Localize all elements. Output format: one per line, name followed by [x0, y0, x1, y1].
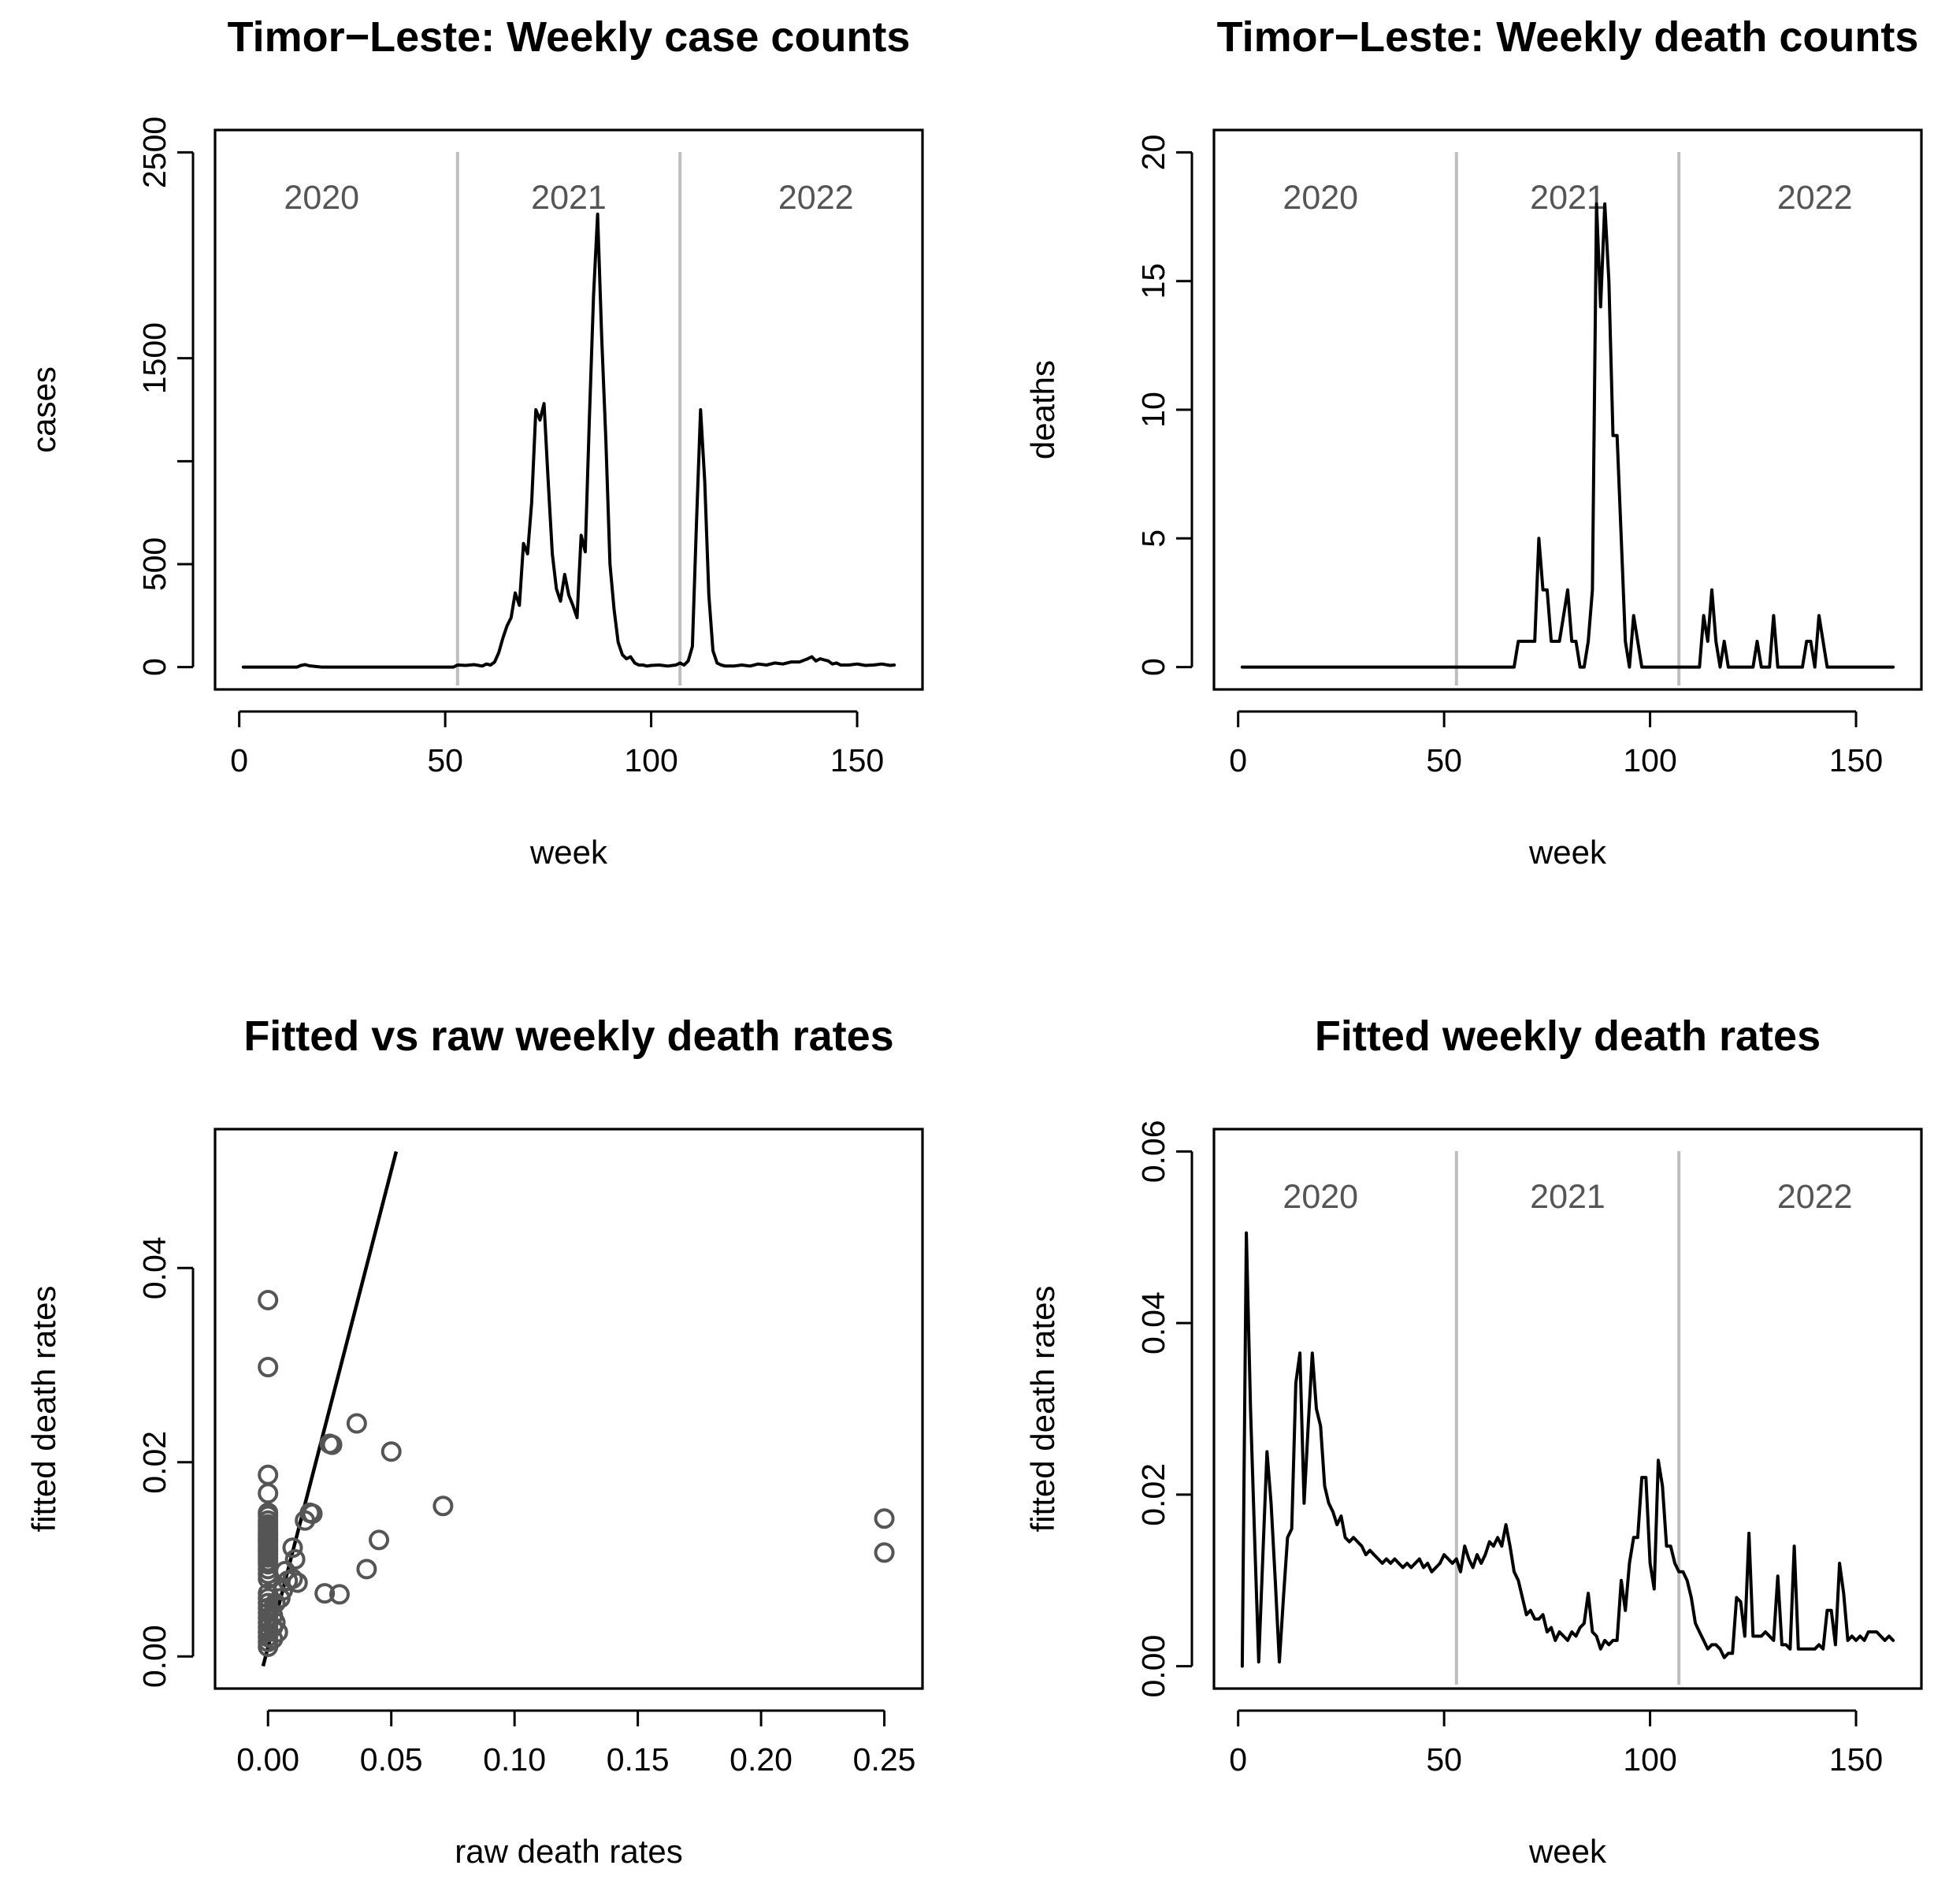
x-tick-label: 150 [1829, 1741, 1883, 1778]
x-tick-label: 100 [1623, 742, 1676, 778]
chart-title: Fitted weekly death rates [1315, 1013, 1821, 1060]
x-axis-label: week [1528, 834, 1607, 871]
y-tick-label: 0.02 [1135, 1463, 1171, 1526]
series-line [241, 212, 896, 669]
scatter-point [380, 1441, 402, 1462]
x-tick-label: 150 [1829, 742, 1883, 778]
y-tick-label: 0.06 [1135, 1120, 1171, 1183]
x-tick-label: 50 [1426, 1741, 1462, 1778]
scatter-point [258, 1357, 279, 1378]
y-axis-label: cases [25, 366, 62, 453]
plot-frame [1212, 1128, 1923, 1690]
year-label: 2021 [1530, 1178, 1605, 1216]
x-tick-label: 150 [830, 742, 884, 778]
y-tick-label: 0.00 [136, 1625, 173, 1688]
scatter-point [874, 1508, 895, 1529]
x-tick-label: 0.10 [483, 1741, 546, 1778]
x-tick-label: 100 [1623, 1741, 1676, 1778]
y-tick-label: 10 [1135, 392, 1171, 428]
year-label: 2020 [1283, 1178, 1358, 1216]
scatter-point [267, 1622, 288, 1643]
scatter-point [258, 1289, 279, 1310]
x-tick-label: 0.00 [236, 1741, 299, 1778]
y-tick-label: 15 [1135, 263, 1171, 299]
panel-deaths: Timor−Leste: Weekly death counts 2020 2021… [1024, 13, 1923, 871]
year-label: 2020 [284, 179, 359, 217]
scatter-point [282, 1568, 303, 1589]
y-axis-label: deaths [1024, 360, 1061, 459]
x-tick-label: 0.05 [360, 1741, 423, 1778]
y-tick-label: 0.02 [136, 1431, 173, 1494]
y-tick-label: 5 [1135, 529, 1171, 548]
scatter-point [258, 1483, 279, 1504]
scatter-point [432, 1496, 454, 1517]
x-axis-label: raw death rates [455, 1833, 683, 1870]
y-axis-label: fitted death rates [1024, 1286, 1061, 1533]
plot-frame [1212, 128, 1923, 691]
scatter-point [329, 1584, 350, 1605]
x-tick-label: 0.15 [607, 1741, 670, 1778]
x-tick-label: 50 [1426, 742, 1462, 778]
year-label: 2022 [1777, 1178, 1853, 1216]
x-tick-label: 100 [624, 742, 677, 778]
year-label: 2021 [1530, 179, 1605, 217]
chart-title: Timor−Leste: Weekly case counts [228, 13, 911, 61]
plot-frame [213, 1128, 924, 1690]
year-label: 2022 [1777, 179, 1853, 217]
x-axis-label: week [529, 834, 608, 871]
scatter-point [282, 1537, 303, 1559]
y-axis-label: fitted death rates [25, 1286, 62, 1533]
series-line [1240, 1231, 1895, 1668]
x-tick-label: 0.25 [853, 1741, 916, 1778]
scatter-point [302, 1503, 323, 1525]
scatter-point [287, 1572, 308, 1593]
x-tick-label: 0.20 [729, 1741, 793, 1778]
y-tick-label: 0.00 [1135, 1635, 1171, 1698]
scatter-point [874, 1542, 895, 1563]
scatter-point [346, 1413, 367, 1434]
x-tick-label: 0 [1229, 742, 1247, 778]
chart-title: Fitted vs raw weekly death rates [243, 1013, 893, 1060]
y-tick-label: 0 [136, 658, 173, 676]
panel-scatter: Fitted vs raw weekly death rates 0.00 0.05… [25, 1013, 924, 1870]
y-tick-label: 500 [136, 537, 173, 591]
scatter-point [356, 1559, 377, 1580]
x-tick-label: 0 [230, 742, 248, 778]
scatter-point [258, 1464, 279, 1485]
panel-cases: Timor−Leste: Weekly case counts 2020 2021 2… [25, 13, 924, 871]
scatter-point [284, 1549, 306, 1570]
chart-title: Timor−Leste: Weekly death counts [1217, 13, 1919, 61]
y-tick-label: 0.04 [136, 1236, 173, 1299]
x-tick-label: 0 [1229, 1741, 1247, 1778]
scatter-point [369, 1529, 390, 1551]
y-tick-label: 0.04 [1135, 1291, 1171, 1354]
scatter-point [265, 1612, 286, 1633]
series-line [1240, 202, 1895, 669]
panel-fitted: Fitted weekly death rates 2020 2021 2022 0 50… [1024, 1013, 1923, 1870]
year-label: 2022 [778, 179, 854, 217]
y-tick-label: 0 [1135, 658, 1171, 676]
y-tick-label: 20 [1135, 135, 1171, 171]
x-tick-label: 50 [427, 742, 463, 778]
y-tick-label: 2500 [136, 117, 173, 188]
scatter-point [321, 1434, 343, 1455]
x-axis-label: week [1528, 1833, 1607, 1870]
scatter-point [258, 1568, 279, 1589]
year-label: 2021 [531, 179, 607, 217]
scatter-point [314, 1583, 336, 1604]
plot-frame [213, 128, 924, 691]
y-tick-label: 1500 [136, 322, 173, 394]
year-label: 2020 [1283, 179, 1358, 217]
